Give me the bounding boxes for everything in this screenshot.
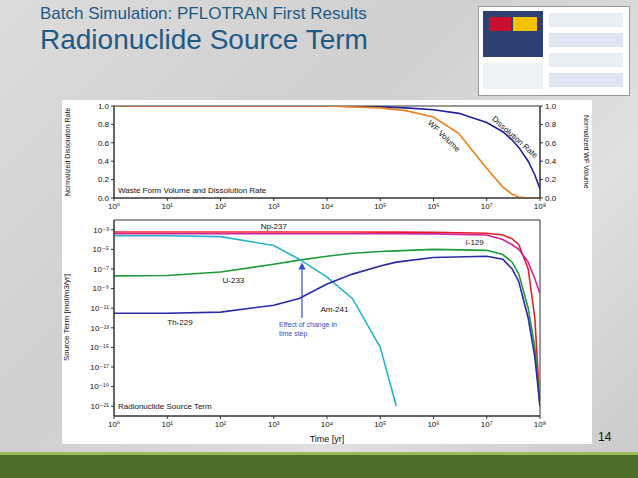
html-text:Normalized Dissolution Rate: Normalized Dissolution Rate (64, 107, 71, 197)
html-text:Normalized WF Volume: Normalized WF Volume (583, 115, 590, 189)
svg-text:Time [yr]: Time [yr] (310, 434, 345, 444)
html-text:Batch Simulation: PFLOTRAN Fir: Batch Simulation: PFLOTRAN First Results (40, 4, 367, 23)
svg-text:10¹: 10¹ (161, 202, 173, 211)
svg-text:10⁻¹¹: 10⁻¹¹ (91, 304, 110, 313)
svg-text:10⁷: 10⁷ (481, 202, 493, 211)
svg-text:0.8: 0.8 (545, 120, 557, 129)
svg-text:10⁻²¹: 10⁻²¹ (91, 402, 110, 411)
html-text:Source Term [mol/m3/yr]: Source Term [mol/m3/yr] (62, 274, 71, 362)
svg-text:10⁻¹⁵: 10⁻¹⁵ (90, 343, 109, 352)
html-text:Waste Form Volume and Dissolut: Waste Form Volume and Dissolution Rate (118, 186, 267, 195)
svg-text:10³: 10³ (268, 202, 280, 211)
svg-text:0.2: 0.2 (98, 175, 110, 184)
svg-text:1.0: 1.0 (545, 102, 557, 111)
svg-text:10⁻⁹: 10⁻⁹ (92, 284, 109, 293)
svg-text:10²: 10² (215, 420, 227, 429)
svg-text:WF Volume: WF Volume (426, 118, 462, 154)
svg-text:10³: 10³ (268, 420, 280, 429)
svg-text:10⁻⁷: 10⁻⁷ (93, 265, 109, 274)
html-text:Radionuclide Source Term: Radionuclide Source Term (118, 402, 212, 411)
svg-text:0.8: 0.8 (98, 120, 110, 129)
svg-text:I-129: I-129 (466, 238, 485, 247)
svg-text:10⁸: 10⁸ (534, 420, 546, 429)
svg-text:Th-229: Th-229 (167, 318, 193, 327)
svg-text:10⁴: 10⁴ (321, 420, 334, 429)
svg-text:10⁻⁵: 10⁻⁵ (93, 245, 109, 254)
svg-text:1.0: 1.0 (98, 102, 110, 111)
svg-text:10⁷: 10⁷ (481, 420, 493, 429)
svg-text:0.4: 0.4 (98, 157, 110, 166)
svg-text:10²: 10² (215, 202, 227, 211)
svg-text:10⁴: 10⁴ (321, 202, 334, 211)
svg-text:0.0: 0.0 (545, 194, 557, 203)
svg-text:10⁻¹⁹: 10⁻¹⁹ (90, 382, 109, 391)
html-text:Radionuclide Source Term: Radionuclide Source Term (40, 24, 368, 55)
svg-text:10¹: 10¹ (161, 420, 173, 429)
svg-text:10⁻¹⁷: 10⁻¹⁷ (90, 363, 109, 372)
svg-text:Dissolution Rate: Dissolution Rate (490, 114, 540, 160)
html-text:Effect of change in time step: Effect of change in time step (279, 321, 337, 337)
svg-text:10⁶: 10⁶ (427, 420, 439, 429)
svg-text:0.6: 0.6 (98, 139, 110, 148)
svg-text:10⁻¹³: 10⁻¹³ (91, 324, 110, 333)
svg-text:10⁰: 10⁰ (108, 420, 120, 429)
svg-text:0.0: 0.0 (98, 194, 110, 203)
svg-text:10⁵: 10⁵ (374, 420, 386, 429)
svg-text:0.4: 0.4 (545, 157, 557, 166)
svg-text:U-233: U-233 (223, 276, 245, 285)
svg-text:10⁻³: 10⁻³ (93, 226, 109, 235)
svg-text:10⁰: 10⁰ (108, 202, 120, 211)
svg-text:0.6: 0.6 (545, 139, 557, 148)
svg-text:0.2: 0.2 (545, 175, 557, 184)
svg-text:10⁸: 10⁸ (534, 202, 546, 211)
svg-text:10⁶: 10⁶ (427, 202, 439, 211)
svg-text:10⁵: 10⁵ (374, 202, 386, 211)
svg-text:Np-237: Np-237 (261, 222, 288, 231)
html-text:14: 14 (598, 430, 612, 444)
svg-text:Am-241: Am-241 (320, 305, 349, 314)
